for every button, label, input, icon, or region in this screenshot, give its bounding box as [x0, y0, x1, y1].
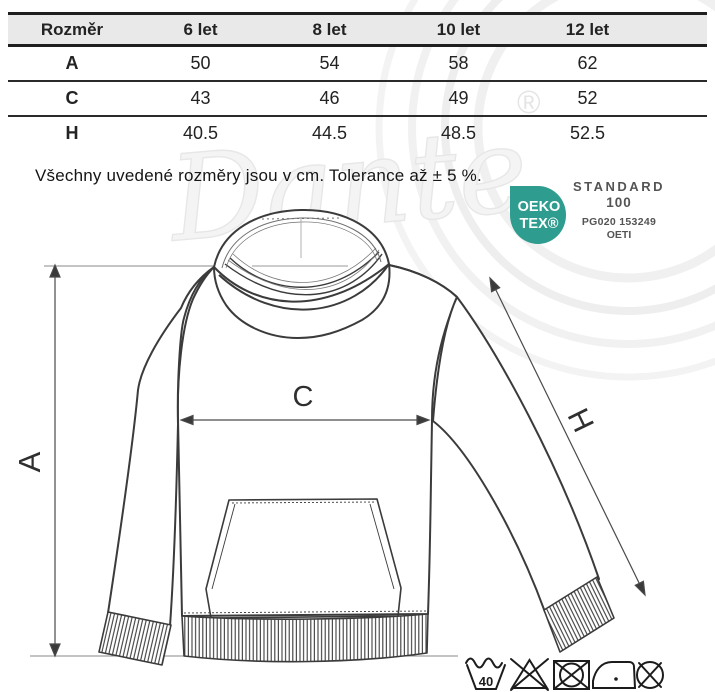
arrow-down-right-icon	[634, 580, 646, 597]
header-cell-10let: 10 let	[436, 19, 481, 39]
wash-temp-label: 40	[479, 674, 493, 689]
size-cell: 52	[577, 88, 598, 108]
do-not-bleach-icon	[510, 658, 549, 691]
hood-collar-cross	[213, 247, 390, 311]
wash-40-icon: 40	[465, 657, 506, 690]
ribbed-hem	[181, 613, 429, 663]
do-not-tumble-dry-icon	[553, 660, 590, 690]
row-label: A	[65, 53, 79, 73]
size-cell: 49	[448, 88, 469, 108]
hoodie-outline	[98, 208, 615, 666]
oeko-badge-line1: OEKO	[518, 199, 561, 215]
size-cell: 50	[190, 53, 211, 73]
dimension-c-label: C	[293, 381, 314, 413]
size-table-header-row: Rozměr 6 let 8 let 10 let 12 let	[8, 15, 707, 47]
size-cell: 46	[319, 88, 340, 108]
dimension-h-label: H	[561, 403, 600, 437]
table-row-h: H 40.5 44.5 48.5 52.5	[8, 117, 707, 150]
dimension-a-label: A	[12, 451, 47, 472]
hoodie-hood	[213, 208, 391, 339]
size-cell: 43	[190, 88, 211, 108]
certificate-institute: OETI	[606, 229, 632, 241]
right-cuff	[543, 576, 615, 653]
dimension-a: A	[12, 263, 61, 658]
size-cell: 54	[319, 53, 340, 73]
dimension-c: C	[179, 381, 431, 426]
table-row-c: C 43 46 49 52	[8, 82, 707, 117]
care-symbols: 40	[465, 657, 664, 691]
header-cell-6let: 6 let	[183, 19, 218, 39]
standard-number: 100	[606, 195, 632, 210]
size-cell: 44.5	[311, 123, 348, 143]
standard-label: STANDARD	[573, 179, 665, 194]
arrow-right-icon	[416, 414, 431, 426]
header-cell-8let: 8 let	[312, 19, 347, 39]
size-cell: 62	[577, 53, 598, 73]
hood-rim-stitching	[221, 217, 382, 269]
oeko-tex-badge-icon: OEKO TEX®	[507, 183, 569, 249]
arrow-up-icon	[49, 263, 61, 278]
hem-stitch	[183, 610, 427, 614]
size-cell: 52.5	[569, 123, 606, 143]
oeko-badge-line2: TEX®	[520, 216, 559, 232]
table-row-a: A 50 54 58 62	[8, 47, 707, 82]
oeko-tex-standard-block: STANDARD 100 PG020 153249 OETI	[569, 179, 669, 241]
header-cell-12let: 12 let	[565, 19, 610, 39]
watermark-registered-icon: ®	[517, 84, 541, 120]
tolerance-note: Všechny uvedené rozměry jsou v cm. Toler…	[35, 166, 482, 185]
size-table: Rozměr 6 let 8 let 10 let 12 let A 50 54…	[8, 12, 707, 150]
left-cuff	[98, 611, 172, 666]
iron-one-dot-icon	[592, 661, 637, 689]
size-cell: 48.5	[440, 123, 477, 143]
hoodie-right-sleeve	[388, 264, 600, 613]
certificate-code: PG020 153249	[581, 216, 657, 228]
arrow-left-icon	[179, 414, 194, 426]
size-cell: 58	[448, 53, 469, 73]
row-label: C	[65, 88, 79, 108]
size-cell: 40.5	[182, 123, 219, 143]
row-label: H	[65, 123, 79, 143]
do-not-dry-clean-icon	[636, 661, 664, 689]
arrow-up-right-icon	[489, 276, 501, 293]
arrow-down-icon	[49, 643, 61, 658]
header-cell-dimension: Rozměr	[40, 19, 104, 39]
